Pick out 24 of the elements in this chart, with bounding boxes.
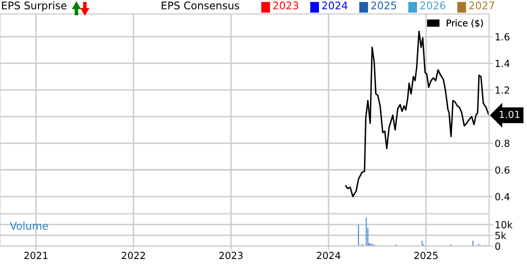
annotation: Volume (10, 222, 48, 230)
legend-label: Price ($) (446, 19, 483, 28)
y-tick-label: 0 (495, 242, 500, 250)
chart-title: EPS Surprise (2, 1, 66, 12)
legend-label: 2024 (322, 2, 348, 10)
legend-label: 2025 (371, 2, 396, 10)
legend-label: 2026 (420, 2, 446, 10)
y-tick-label: 10k (496, 220, 513, 228)
x-tick-label: 2025 (414, 252, 438, 260)
x-tick-label: 2023 (219, 252, 243, 260)
y-tick-label: 5k (495, 232, 506, 240)
x-tick-label: 2021 (24, 252, 48, 260)
y-tick-label: 1.6 (496, 33, 510, 40)
legend-label: 2027 (469, 2, 494, 10)
legend-label: 2023 (273, 2, 298, 10)
x-tick-label: 2024 (316, 252, 340, 260)
y-tick-label: 0.8 (495, 140, 510, 148)
annotation: 1.01 (500, 110, 520, 118)
y-tick-label: 0.6 (495, 166, 510, 174)
y-tick-label: 0.4 (495, 193, 510, 200)
legend-title: EPS Consensus (162, 2, 240, 10)
y-tick-label: 1.4 (496, 60, 510, 67)
x-tick-label: 2022 (122, 252, 145, 260)
y-tick-label: 1.2 (496, 86, 510, 94)
